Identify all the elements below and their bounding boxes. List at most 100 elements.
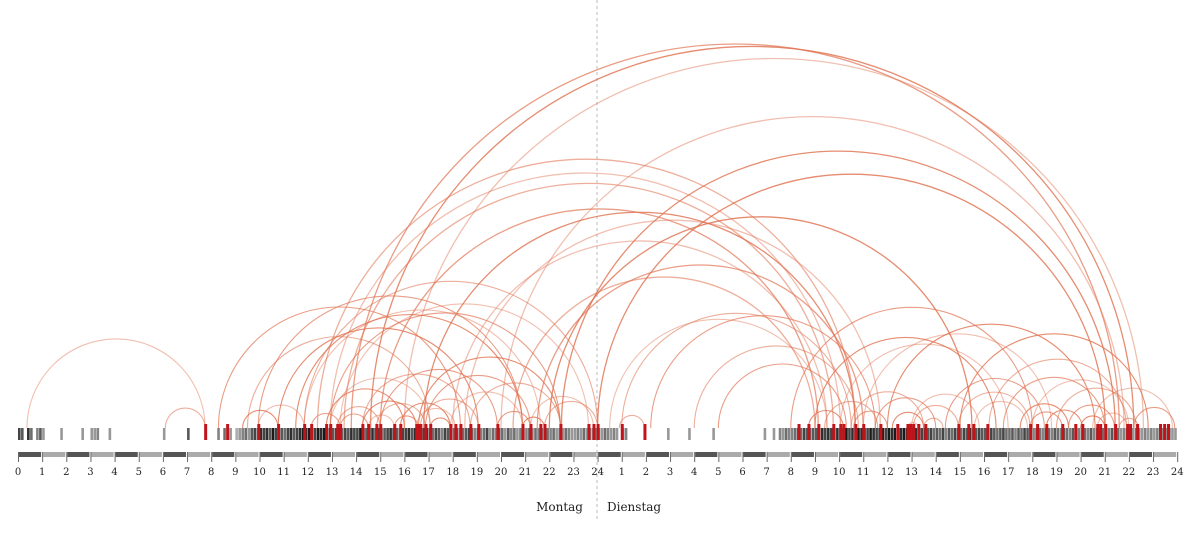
tick-label: 1 bbox=[619, 467, 625, 478]
tick-label: 3 bbox=[87, 467, 93, 478]
arc bbox=[529, 395, 595, 429]
event-mark bbox=[331, 428, 335, 440]
event-mark bbox=[1101, 428, 1105, 440]
event-mark bbox=[386, 428, 389, 440]
tick-label: 14 bbox=[929, 467, 942, 478]
event-mark bbox=[799, 428, 803, 440]
highlight-event-mark bbox=[924, 424, 928, 440]
arc bbox=[790, 306, 1033, 429]
event-mark bbox=[1122, 428, 1126, 440]
event-mark bbox=[295, 428, 299, 440]
tick-label: 22 bbox=[543, 467, 556, 478]
event-mark bbox=[603, 428, 607, 440]
hour-segment bbox=[646, 452, 670, 457]
highlight-event-mark bbox=[226, 424, 230, 440]
highlight-event-mark bbox=[596, 424, 600, 440]
arc bbox=[911, 393, 980, 429]
arc bbox=[329, 312, 561, 429]
event-mark bbox=[784, 428, 788, 440]
tick-label: 4 bbox=[111, 467, 117, 478]
highlight-event-mark bbox=[496, 424, 500, 440]
hour-segment bbox=[188, 452, 211, 457]
tick-label: 2 bbox=[63, 467, 69, 478]
tick-label: 16 bbox=[398, 467, 411, 478]
event-mark bbox=[1023, 428, 1026, 440]
arc bbox=[853, 410, 888, 429]
event-mark bbox=[836, 428, 839, 440]
highlight-event-mark bbox=[1159, 424, 1163, 440]
arc bbox=[379, 368, 498, 429]
event-mark bbox=[984, 428, 987, 440]
arc bbox=[217, 306, 461, 429]
event-mark bbox=[253, 428, 257, 440]
arc bbox=[814, 336, 997, 429]
event-mark bbox=[1005, 428, 1008, 440]
highlight-event-mark bbox=[419, 424, 423, 440]
highlight-event-mark bbox=[1163, 424, 1167, 440]
event-mark bbox=[965, 428, 969, 440]
highlight-event-mark bbox=[862, 424, 866, 440]
hour-segment bbox=[840, 452, 863, 457]
hour-segment bbox=[1033, 452, 1056, 457]
arc bbox=[850, 391, 925, 429]
event-mark bbox=[950, 428, 954, 440]
event-mark bbox=[857, 428, 860, 440]
event-mark bbox=[926, 428, 930, 440]
arc bbox=[26, 338, 206, 429]
event-mark bbox=[860, 428, 863, 440]
event-mark bbox=[920, 428, 924, 440]
highlight-event-mark bbox=[854, 424, 858, 440]
event-mark bbox=[525, 428, 528, 440]
event-mark bbox=[494, 428, 498, 440]
event-mark bbox=[313, 428, 317, 440]
event-mark bbox=[301, 428, 305, 440]
arc bbox=[379, 208, 819, 429]
arc bbox=[1055, 387, 1137, 429]
event-mark bbox=[820, 428, 824, 440]
hour-segment bbox=[139, 452, 162, 457]
event-mark bbox=[247, 428, 251, 440]
event-mark bbox=[235, 428, 238, 440]
arc bbox=[375, 403, 426, 429]
arc bbox=[944, 378, 1045, 429]
event-mark bbox=[359, 428, 362, 440]
arc bbox=[310, 413, 341, 429]
event-mark bbox=[108, 428, 112, 440]
arc bbox=[277, 327, 479, 429]
event-mark bbox=[941, 428, 945, 440]
event-mark bbox=[162, 428, 166, 440]
hour-segment bbox=[477, 452, 500, 457]
highlight-event-mark bbox=[459, 424, 463, 440]
event-mark bbox=[1092, 428, 1096, 440]
event-mark bbox=[1077, 428, 1081, 440]
hour-segment bbox=[260, 452, 283, 457]
event-mark bbox=[93, 428, 97, 440]
event-mark bbox=[606, 428, 610, 440]
tick-label: 7 bbox=[763, 467, 769, 478]
highlight-event-mark bbox=[972, 424, 976, 440]
highlight-event-mark bbox=[339, 424, 343, 440]
event-mark bbox=[1017, 428, 1020, 440]
event-mark bbox=[280, 428, 284, 440]
event-mark bbox=[1156, 428, 1159, 440]
tick-label: 18 bbox=[1026, 467, 1039, 478]
event-mark bbox=[990, 428, 993, 440]
event-mark bbox=[274, 428, 278, 440]
event-mark bbox=[537, 428, 540, 440]
event-mark bbox=[962, 428, 966, 440]
hour-segment bbox=[671, 452, 694, 457]
event-mark bbox=[404, 428, 407, 440]
event-mark bbox=[624, 428, 628, 440]
arc bbox=[874, 397, 937, 429]
arc bbox=[339, 413, 369, 429]
arc bbox=[303, 280, 599, 429]
event-mark bbox=[866, 428, 869, 440]
highlight-event-mark bbox=[367, 424, 371, 440]
event-mark bbox=[250, 428, 254, 440]
highlight-event-mark bbox=[543, 424, 547, 440]
hour-segment bbox=[936, 452, 959, 457]
event-mark bbox=[262, 428, 266, 440]
arc bbox=[650, 315, 876, 429]
event-mark bbox=[929, 428, 933, 440]
